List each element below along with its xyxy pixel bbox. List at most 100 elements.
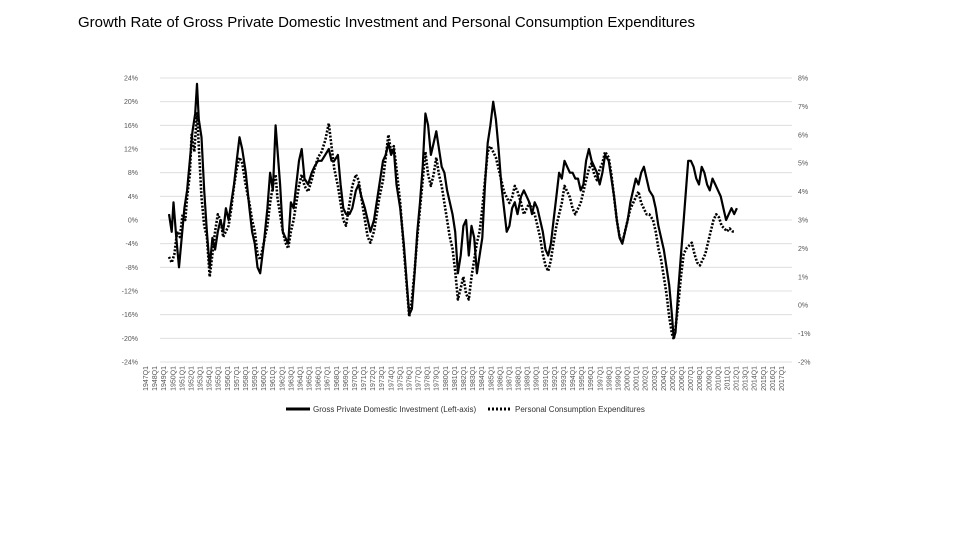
x-tick-label: 2000Q1 — [625, 366, 632, 391]
chart-title: Growth Rate of Gross Private Domestic In… — [78, 14, 695, 31]
x-tick-label: 1961Q1 — [270, 366, 277, 391]
x-tick-label: 1997Q1 — [597, 366, 604, 391]
left-tick-label: 4% — [128, 194, 138, 201]
x-tick-label: 1984Q1 — [479, 366, 486, 391]
x-tick-label: 2012Q1 — [734, 366, 741, 391]
right-tick-label: 7% — [798, 104, 808, 111]
right-tick-label: 5% — [798, 161, 808, 168]
x-tick-label: 1973Q1 — [379, 366, 386, 391]
x-tick-label: 1971Q1 — [361, 366, 368, 391]
x-tick-label: 1990Q1 — [534, 366, 541, 391]
right-tick-label: -1% — [798, 331, 810, 338]
x-tick-label: 1987Q1 — [506, 366, 513, 391]
x-tick-label: 1993Q1 — [561, 366, 568, 391]
x-tick-label: 1995Q1 — [579, 366, 586, 391]
x-tick-label: 1981Q1 — [452, 366, 459, 391]
x-tick-label: 1970Q1 — [352, 366, 359, 391]
left-tick-label: -20% — [122, 336, 138, 343]
x-tick-label: 1962Q1 — [279, 366, 286, 391]
left-tick-label: 12% — [124, 147, 138, 154]
x-tick-label: 1988Q1 — [516, 366, 523, 391]
x-tick-label: 1976Q1 — [406, 366, 413, 391]
legend-label-consumption: Personal Consumption Expenditures — [515, 405, 645, 414]
x-tick-label: 2004Q1 — [661, 366, 668, 391]
x-tick-label: 1982Q1 — [461, 366, 468, 391]
legend-label-investment: Gross Private Domestic Investment (Left-… — [313, 405, 476, 414]
left-tick-label: -4% — [126, 241, 138, 248]
x-tick-label: 1986Q1 — [497, 366, 504, 391]
left-tick-label: -8% — [126, 265, 138, 272]
x-tick-label: 1959Q1 — [252, 366, 259, 391]
right-tick-label: 6% — [798, 132, 808, 139]
x-tick-label: 2009Q1 — [706, 366, 713, 391]
x-tick-label: 1956Q1 — [225, 366, 232, 391]
right-tick-label: 1% — [798, 274, 808, 281]
x-tick-label: 1999Q1 — [615, 366, 622, 391]
left-tick-label: 0% — [128, 218, 138, 225]
left-tick-label: -12% — [122, 289, 138, 296]
x-tick-label: 1967Q1 — [325, 366, 332, 391]
x-tick-label: 1974Q1 — [388, 366, 395, 391]
x-tick-label: 2007Q1 — [688, 366, 695, 391]
x-tick-label: 1992Q1 — [552, 366, 559, 391]
right-tick-label: 0% — [798, 303, 808, 310]
right-axis-ticks: 8% 7% 6% 5% 4% 3% 2% 1% 0% -1% -2% — [798, 76, 810, 367]
legend: Gross Private Domestic Investment (Left-… — [286, 405, 645, 414]
x-tick-label: 1980Q1 — [443, 366, 450, 391]
x-tick-label: 1972Q1 — [370, 366, 377, 391]
x-tick-label: 2006Q1 — [679, 366, 686, 391]
x-tick-label: 1977Q1 — [416, 366, 423, 391]
left-tick-label: -16% — [122, 312, 138, 319]
x-tick-label: 1983Q1 — [470, 366, 477, 391]
right-tick-label: -2% — [798, 360, 810, 367]
x-tick-label: 1994Q1 — [570, 366, 577, 391]
x-tick-label: 1985Q1 — [488, 366, 495, 391]
left-axis-ticks: 24% 20% 16% 12% 8% 4% 0% -4% -8% -12% -16% -20% -24% — [122, 76, 138, 367]
x-tick-label: 1960Q1 — [261, 366, 268, 391]
x-tick-label: 1952Q1 — [188, 366, 195, 391]
x-tick-label: 2002Q1 — [643, 366, 650, 391]
x-tick-label: 1965Q1 — [307, 366, 314, 391]
x-tick-label: 2017Q1 — [779, 366, 786, 391]
x-tick-label: 2001Q1 — [634, 366, 641, 391]
x-tick-label: 1953Q1 — [198, 366, 205, 391]
x-tick-label: 1947Q1 — [143, 366, 150, 391]
x-tick-label: 2014Q1 — [752, 366, 759, 391]
x-tick-label: 1966Q1 — [316, 366, 323, 391]
left-tick-label: 24% — [124, 76, 138, 83]
x-tick-label: 1950Q1 — [170, 366, 177, 391]
x-tick-label: 2015Q1 — [761, 366, 768, 391]
series-layer — [167, 82, 738, 341]
x-tick-label: 2005Q1 — [670, 366, 677, 391]
x-tick-label: 1957Q1 — [234, 366, 241, 391]
right-tick-label: 2% — [798, 246, 808, 253]
x-tick-label: 1954Q1 — [207, 366, 214, 391]
left-tick-label: -24% — [122, 360, 138, 367]
x-axis-ticks: 1947Q1 1948Q1 1949Q1 1950Q1 1951Q1 1952Q1 1953… — [143, 366, 786, 391]
x-tick-label: 2011Q1 — [724, 366, 731, 390]
x-tick-label: 1949Q1 — [161, 366, 168, 391]
left-tick-label: 8% — [128, 170, 138, 177]
gridlines — [160, 77, 792, 363]
x-tick-label: 2010Q1 — [715, 366, 722, 391]
x-tick-label: 2016Q1 — [770, 366, 777, 391]
x-tick-label: 1998Q1 — [606, 366, 613, 391]
x-tick-label: 1979Q1 — [434, 366, 441, 391]
x-tick-label: 1991Q1 — [543, 366, 550, 391]
x-tick-label: 1969Q1 — [343, 366, 350, 391]
right-tick-label: 3% — [798, 218, 808, 225]
x-tick-label: 1975Q1 — [397, 366, 404, 391]
x-tick-label: 2013Q1 — [743, 366, 750, 391]
x-tick-label: 1958Q1 — [243, 366, 250, 391]
x-tick-label: 1963Q1 — [288, 366, 295, 391]
x-tick-label: 1989Q1 — [525, 366, 532, 391]
left-tick-label: 20% — [124, 99, 138, 106]
x-tick-label: 1964Q1 — [297, 366, 304, 391]
x-tick-label: 1996Q1 — [588, 366, 595, 391]
x-tick-label: 1948Q1 — [152, 366, 159, 391]
series-line-consumption — [167, 110, 736, 341]
x-tick-label: 1968Q1 — [334, 366, 341, 391]
x-tick-label: 1951Q1 — [179, 366, 186, 391]
x-tick-label: 1978Q1 — [425, 366, 432, 391]
